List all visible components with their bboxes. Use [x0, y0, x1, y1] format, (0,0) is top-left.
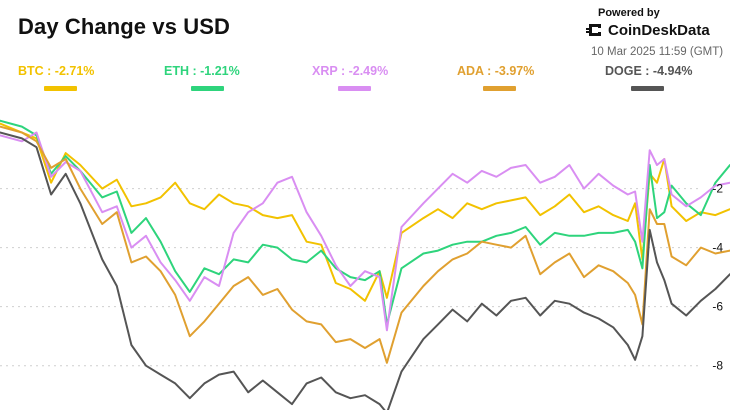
series-lines [0, 119, 730, 410]
legend-item-xrp: XRP : -2.49% [312, 64, 388, 91]
legend-label: ETH : -1.21% [164, 64, 240, 78]
y-tick-label: -2 [712, 182, 723, 196]
legend-label: ADA : -3.97% [457, 64, 535, 78]
legend-item-eth: ETH : -1.21% [164, 64, 240, 91]
legend-swatch [191, 86, 224, 91]
legend-label: BTC : -2.71% [18, 64, 95, 78]
legend-item-doge: DOGE : -4.94% [605, 64, 693, 91]
brand-name: CoinDeskData [608, 21, 710, 39]
brand-logo: CoinDeskData [586, 21, 710, 39]
chart-title: Day Change vs USD [18, 14, 230, 39]
series-line-doge [0, 131, 730, 410]
y-tick-label: -8 [712, 359, 723, 373]
series-line-ada [0, 125, 730, 364]
legend-item-ada: ADA : -3.97% [457, 64, 534, 91]
series-line-eth [0, 119, 730, 326]
y-tick-label: -6 [712, 300, 723, 314]
y-axis-ticks: -2 -4 -6 -8 [712, 182, 723, 373]
series-line-xrp [0, 131, 730, 332]
timestamp: 10 Mar 2025 11:59 (GMT) [591, 46, 724, 58]
legend-label: DOGE : -4.94% [605, 64, 693, 78]
legend-swatch [631, 86, 664, 91]
legend-item-btc: BTC : -2.71% [18, 64, 94, 91]
powered-by-label: Powered by [598, 7, 660, 19]
series-line-btc [0, 122, 730, 302]
coindesk-logo-icon [586, 24, 601, 36]
legend-swatch [44, 86, 77, 91]
legend-swatch [483, 86, 516, 91]
legend-swatch [338, 86, 371, 91]
legend-label: XRP : -2.49% [312, 64, 389, 78]
y-tick-label: -4 [712, 241, 723, 255]
